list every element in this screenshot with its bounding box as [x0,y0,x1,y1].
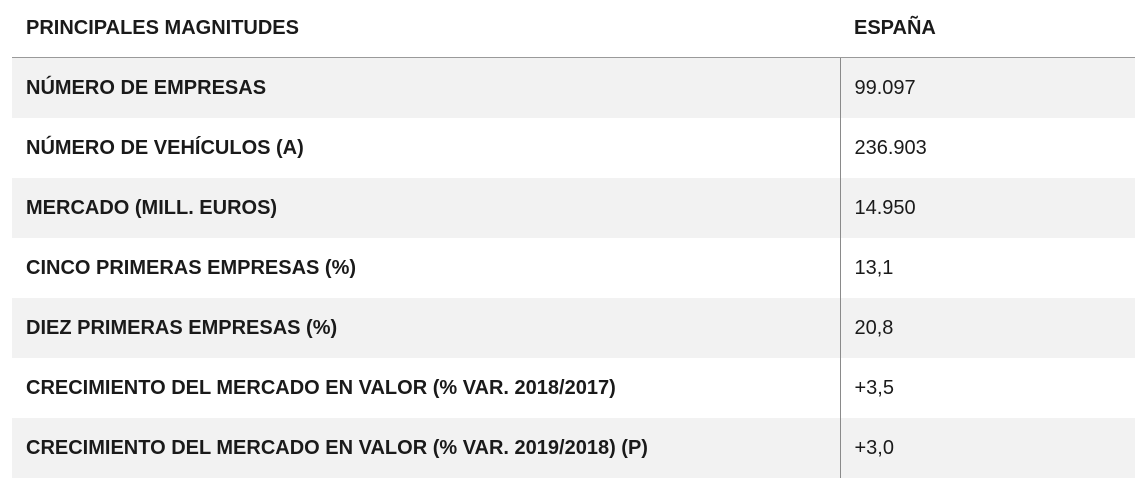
row-label: NÚMERO DE EMPRESAS [12,57,840,118]
row-label: CRECIMIENTO DEL MERCADO EN VALOR (% VAR.… [12,418,840,478]
table-row: NÚMERO DE VEHÍCULOS (A) 236.903 [12,118,1135,178]
table-row: DIEZ PRIMERAS EMPRESAS (%) 20,8 [12,298,1135,358]
table-row: MERCADO (MILL. EUROS) 14.950 [12,178,1135,238]
table-row: NÚMERO DE EMPRESAS 99.097 [12,57,1135,118]
row-label: CRECIMIENTO DEL MERCADO EN VALOR (% VAR.… [26,376,616,399]
row-label: NÚMERO DE VEHÍCULOS (A) [26,136,304,159]
magnitudes-table: PRINCIPALES MAGNITUDES ESPAÑA NÚMERO DE … [12,0,1135,478]
table-row: CRECIMIENTO DEL MERCADO EN VALOR (% VAR.… [12,358,1135,418]
table-head: PRINCIPALES MAGNITUDES ESPAÑA [12,0,1135,58]
row-label: DIEZ PRIMERAS EMPRESAS (%) [12,298,840,358]
header-cell: ESPAÑA [840,0,1135,58]
row-label: MERCADO (MILL. EUROS) [12,178,840,238]
row-value: 236.903 [839,118,1135,178]
table-row: CRECIMIENTO DEL MERCADO EN VALOR (% VAR.… [12,418,1135,478]
header-cell: PRINCIPALES MAGNITUDES [12,0,840,58]
header-row: PRINCIPALES MAGNITUDES ESPAÑA [12,0,1135,58]
row-value: +3,0 [839,418,1135,478]
row-value: 14.950 [839,178,1135,238]
table-row: CINCO PRIMERAS EMPRESAS (%) 13,1 [12,238,1135,298]
table-body: NÚMERO DE EMPRESAS 99.097 NÚMERO DE VEHÍCU… [12,57,1135,478]
row-value: 99.097 [839,57,1135,118]
row-value: +3,5 [839,358,1135,418]
row-value: 20,8 [839,298,1135,358]
row-value: 13,1 [839,238,1135,298]
row-label: CINCO PRIMERAS EMPRESAS (%) [26,256,357,279]
